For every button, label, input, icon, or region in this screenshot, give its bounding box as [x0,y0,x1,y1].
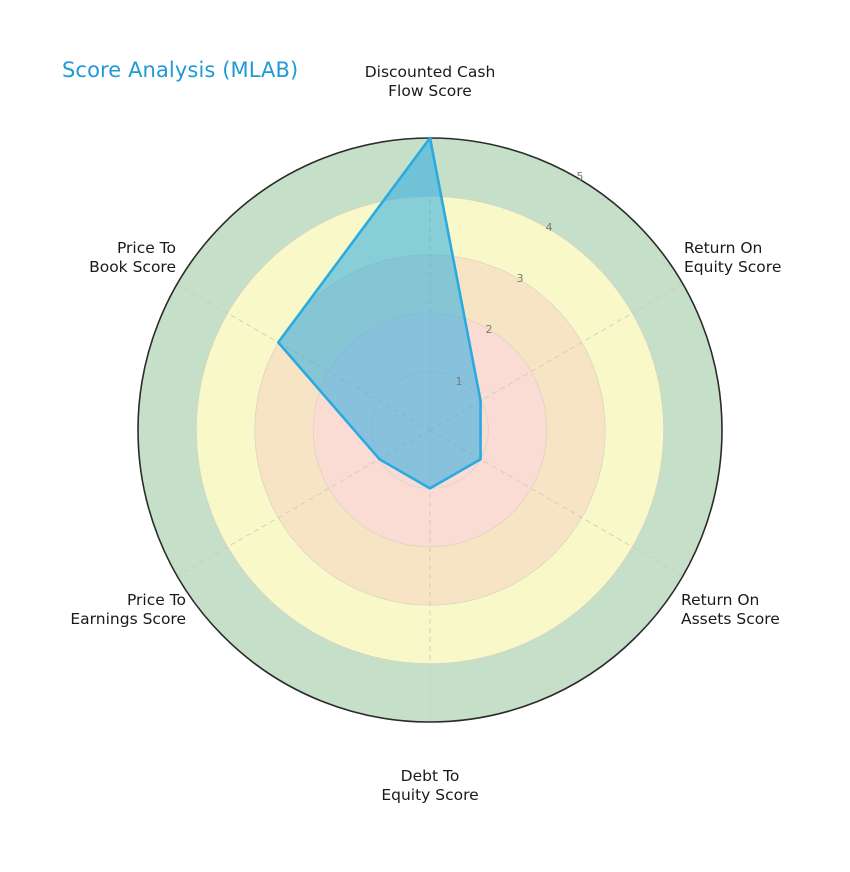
radial-tick-1: 1 [456,375,463,388]
axis-label-discounted-cash-flow: Discounted Cash Flow Score [365,63,496,100]
radial-tick-3: 3 [517,272,524,285]
axis-label-line: Book Score [89,258,176,276]
axis-label-line: Assets Score [681,610,780,628]
radial-tick-2: 2 [486,323,493,336]
axis-label-line: Price To [127,591,186,609]
axis-label-line: Return On [684,239,762,257]
axis-label-price-to-book: Price To Book Score [89,239,176,276]
axis-label-line: Debt To [401,767,460,785]
axis-label-line: Flow Score [388,82,472,100]
axis-label-price-to-earnings: Price To Earnings Score [70,591,186,628]
axis-label-line: Return On [681,591,759,609]
axis-label-line: Equity Score [381,786,478,804]
axis-label-return-on-equity: Return On Equity Score [684,239,781,276]
radial-tick-5: 5 [577,170,584,183]
page-title: Score Analysis (MLAB) [62,58,299,82]
radial-tick-4: 4 [546,221,553,234]
axis-label-line: Earnings Score [70,610,186,628]
axis-label-line: Discounted Cash [365,63,496,81]
axis-label-line: Price To [117,239,176,257]
axis-label-return-on-assets: Return On Assets Score [681,591,780,628]
axis-label-line: Equity Score [684,258,781,276]
axis-label-debt-to-equity: Debt To Equity Score [381,767,478,804]
series-area-mlab [276,136,482,490]
radial-tick-labels: 1 2 3 4 5 [456,170,584,388]
